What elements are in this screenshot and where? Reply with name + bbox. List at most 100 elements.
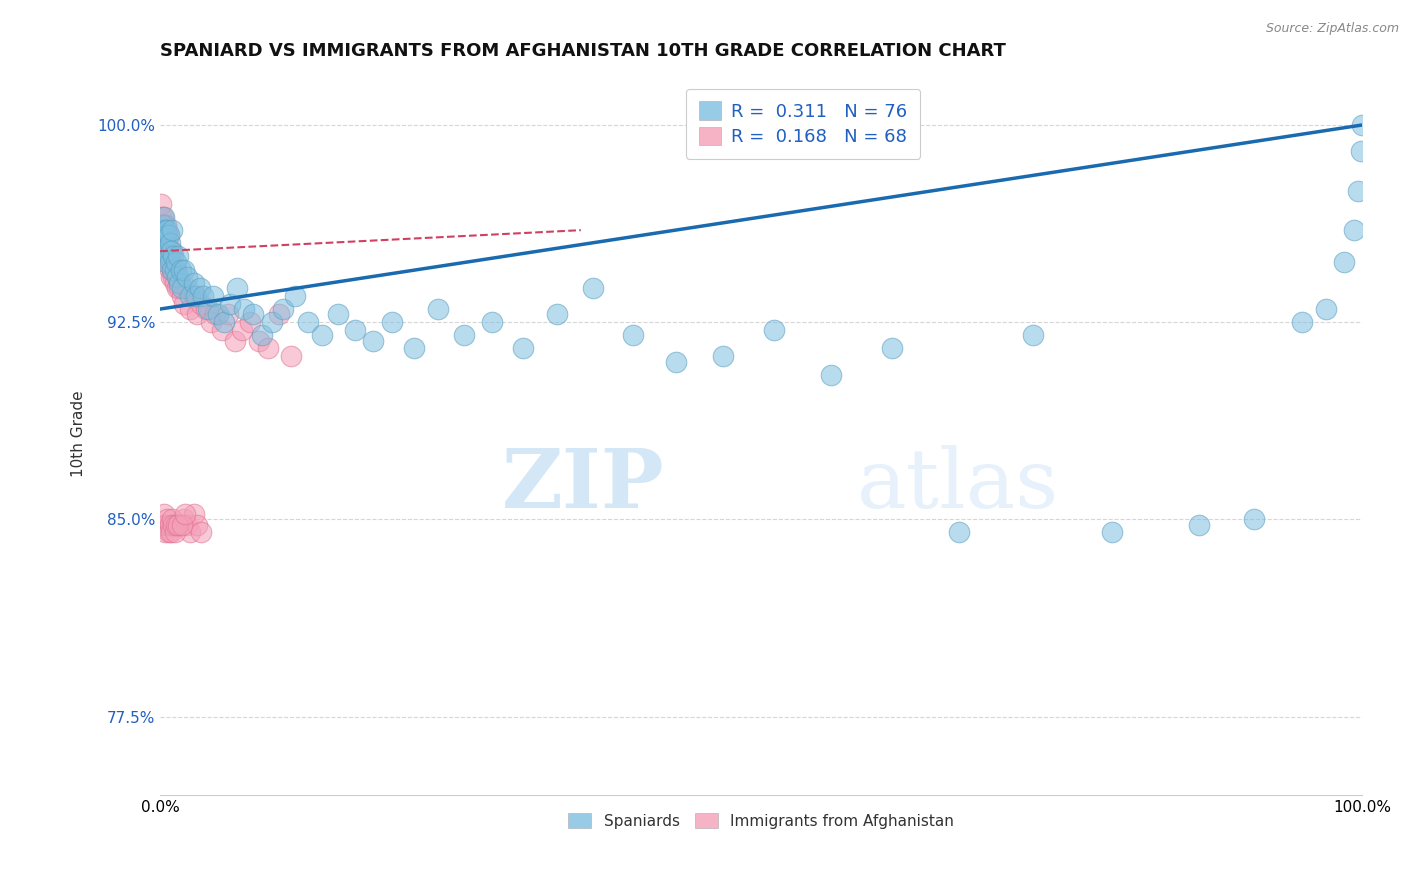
Point bbox=[152, 228, 174, 243]
Point bbox=[163, 525, 186, 540]
Point bbox=[156, 223, 179, 237]
Point bbox=[153, 525, 176, 540]
Point bbox=[160, 254, 183, 268]
Point bbox=[190, 525, 212, 540]
Point bbox=[170, 281, 193, 295]
Point bbox=[621, 328, 644, 343]
Point bbox=[260, 315, 283, 329]
Point bbox=[155, 228, 177, 243]
Point bbox=[153, 218, 176, 232]
Point bbox=[212, 315, 235, 329]
Point bbox=[173, 262, 195, 277]
Point bbox=[1022, 328, 1045, 343]
Legend: Spaniards, Immigrants from Afghanistan: Spaniards, Immigrants from Afghanistan bbox=[562, 806, 960, 835]
Point bbox=[194, 301, 217, 316]
Point bbox=[160, 262, 183, 277]
Point bbox=[150, 223, 173, 237]
Point bbox=[361, 334, 384, 348]
Point bbox=[1101, 525, 1123, 540]
Point bbox=[190, 297, 212, 311]
Point bbox=[247, 334, 270, 348]
Point bbox=[167, 270, 190, 285]
Point bbox=[1291, 315, 1313, 329]
Text: ZIP: ZIP bbox=[502, 444, 665, 524]
Point bbox=[157, 250, 180, 264]
Point bbox=[763, 323, 786, 337]
Point bbox=[242, 307, 264, 321]
Point bbox=[402, 342, 425, 356]
Point bbox=[153, 210, 176, 224]
Point bbox=[152, 517, 174, 532]
Point bbox=[239, 315, 262, 329]
Point bbox=[155, 218, 177, 232]
Point bbox=[159, 254, 181, 268]
Point bbox=[160, 262, 183, 277]
Point bbox=[343, 323, 366, 337]
Point bbox=[711, 350, 734, 364]
Point bbox=[155, 236, 177, 251]
Point bbox=[948, 525, 970, 540]
Point bbox=[1243, 512, 1265, 526]
Point bbox=[166, 281, 188, 295]
Point bbox=[231, 323, 253, 337]
Point bbox=[162, 270, 184, 285]
Point bbox=[167, 517, 190, 532]
Point bbox=[170, 289, 193, 303]
Point bbox=[169, 281, 191, 295]
Point bbox=[153, 223, 176, 237]
Text: atlas: atlas bbox=[858, 444, 1059, 524]
Point bbox=[173, 297, 195, 311]
Point bbox=[157, 228, 180, 243]
Point bbox=[217, 307, 239, 321]
Point bbox=[193, 289, 215, 303]
Point bbox=[160, 223, 183, 237]
Point bbox=[271, 301, 294, 316]
Point bbox=[150, 197, 173, 211]
Point bbox=[326, 307, 349, 321]
Point bbox=[219, 297, 242, 311]
Point bbox=[162, 517, 184, 532]
Point bbox=[453, 328, 475, 343]
Y-axis label: 10th Grade: 10th Grade bbox=[72, 391, 86, 477]
Point bbox=[152, 210, 174, 224]
Point bbox=[165, 262, 187, 277]
Point bbox=[176, 517, 198, 532]
Point bbox=[512, 342, 534, 356]
Point bbox=[157, 250, 180, 264]
Point bbox=[297, 315, 319, 329]
Text: SPANIARD VS IMMIGRANTS FROM AFGHANISTAN 10TH GRADE CORRELATION CHART: SPANIARD VS IMMIGRANTS FROM AFGHANISTAN … bbox=[160, 42, 1007, 60]
Point bbox=[150, 210, 173, 224]
Point bbox=[204, 307, 226, 321]
Point bbox=[665, 354, 688, 368]
Point bbox=[153, 244, 176, 259]
Point bbox=[183, 507, 205, 521]
Point bbox=[426, 301, 449, 316]
Point bbox=[186, 307, 208, 321]
Point bbox=[1333, 254, 1355, 268]
Point bbox=[156, 512, 179, 526]
Point bbox=[176, 270, 198, 285]
Point bbox=[156, 244, 179, 259]
Text: Source: ZipAtlas.com: Source: ZipAtlas.com bbox=[1265, 22, 1399, 36]
Point bbox=[165, 517, 187, 532]
Point bbox=[280, 350, 302, 364]
Point bbox=[159, 517, 181, 532]
Point bbox=[155, 517, 177, 532]
Point bbox=[311, 328, 333, 343]
Point bbox=[169, 262, 191, 277]
Point bbox=[481, 315, 503, 329]
Point bbox=[211, 323, 233, 337]
Point bbox=[582, 281, 605, 295]
Point bbox=[153, 228, 176, 243]
Point bbox=[170, 517, 193, 532]
Point bbox=[166, 270, 188, 285]
Point bbox=[188, 281, 211, 295]
Point bbox=[163, 276, 186, 290]
Point bbox=[1350, 145, 1372, 159]
Point bbox=[1315, 301, 1337, 316]
Point bbox=[820, 368, 842, 382]
Point bbox=[165, 254, 187, 268]
Point bbox=[157, 525, 180, 540]
Point bbox=[207, 307, 229, 321]
Point bbox=[152, 228, 174, 243]
